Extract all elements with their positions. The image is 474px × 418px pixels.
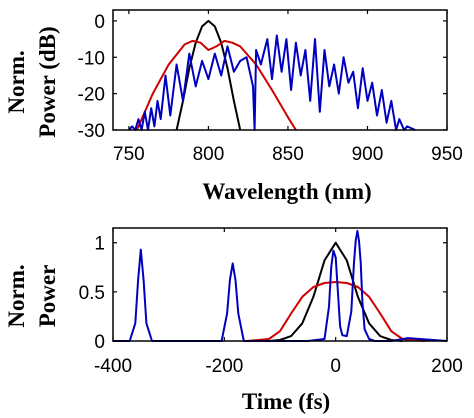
time-xtick-label-2: 0 xyxy=(330,356,341,377)
time-xtick-label-3: 200 xyxy=(431,356,463,377)
spectrum-ylabel-line2: Power (dB) xyxy=(35,26,60,137)
spectrum-xtick-label-0: 750 xyxy=(113,144,145,165)
time-ytick-label-1: 0.5 xyxy=(79,283,105,304)
time-axes-frame xyxy=(112,227,448,342)
spectrum-ytick-label-1: -10 xyxy=(78,48,105,69)
spectrum-panel: 750 800 850 900 950 0 -10 -20 -30 Norm. Power (d… xyxy=(4,9,463,204)
time-lines xyxy=(113,229,448,342)
spectrum-ytick-label-3: -30 xyxy=(78,121,105,142)
time-series-line-0 xyxy=(268,241,403,342)
spectrum-axes xyxy=(112,9,448,131)
spectrum-lines xyxy=(128,19,416,131)
time-ytick-label-0: 1 xyxy=(94,234,105,255)
time-series-line-1 xyxy=(246,281,425,342)
spectrum-ytick-label-2: -20 xyxy=(78,85,105,106)
time-ylabel-line1: Norm. xyxy=(4,264,29,327)
spectrum-xtick-label-3: 900 xyxy=(352,144,384,165)
time-tick-labels: -400 -200 0 200 1 0.5 0 xyxy=(79,234,463,377)
time-axes xyxy=(112,227,448,342)
spectrum-xtick-label-4: 950 xyxy=(431,144,463,165)
spectrum-series-line-2 xyxy=(128,34,416,131)
spectrum-ytick-label-0: 0 xyxy=(94,12,105,33)
spectrum-axes-frame xyxy=(112,9,448,131)
spectrum-series-line-0 xyxy=(175,19,242,131)
spectrum-xtick-label-2: 850 xyxy=(272,144,304,165)
time-ytick-label-2: 0 xyxy=(94,332,105,353)
time-series-line-2 xyxy=(113,229,448,342)
time-ylabel-line2: Power xyxy=(35,265,60,328)
spectrum-series-line-1 xyxy=(135,39,297,131)
spectrum-xlabel: Wavelength (nm) xyxy=(202,179,371,204)
time-xtick-label-0: -400 xyxy=(94,356,132,377)
time-panel: -400 -200 0 200 1 0.5 0 Norm. Power Time (fs) xyxy=(4,227,463,414)
spectrum-ylabel-line1: Norm. xyxy=(4,50,29,113)
time-xtick-label-1: -200 xyxy=(205,356,243,377)
spectrum-xtick-label-1: 800 xyxy=(193,144,225,165)
spectrum-tick-labels: 750 800 850 900 950 0 -10 -20 -30 xyxy=(78,12,463,165)
time-xlabel: Time (fs) xyxy=(242,389,330,414)
